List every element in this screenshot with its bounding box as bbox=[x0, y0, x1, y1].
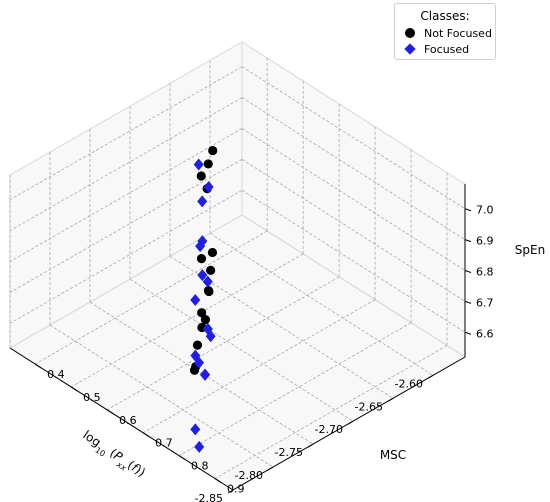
x-tick-mark bbox=[267, 466, 274, 471]
z-tick-label: 6.6 bbox=[476, 327, 494, 340]
grid-y-floor bbox=[214, 345, 448, 479]
y-tick-label: 0.5 bbox=[83, 391, 101, 404]
legend-item-not-focused: Not Focused bbox=[403, 26, 492, 40]
z-tick-mark bbox=[464, 208, 472, 212]
y-tick-label: 0.8 bbox=[191, 460, 209, 473]
focused-point bbox=[190, 293, 201, 306]
x-tick-mark bbox=[427, 374, 434, 379]
y-tick-label: 0.6 bbox=[119, 414, 137, 427]
grid-x-floor bbox=[209, 233, 434, 376]
z-axis-label: SpEn bbox=[515, 243, 545, 257]
not-focused-point bbox=[192, 340, 203, 350]
x-tick-mark bbox=[227, 489, 234, 494]
tick-labels: -2.60 -2.65 -2.70 -2.75 -2.80 -2.85 0.4 0.5 0.6 0… bbox=[47, 204, 493, 502]
x-tick-label: -2.75 bbox=[275, 446, 303, 459]
legend: Classes: Not Focused Focused bbox=[394, 3, 496, 60]
z-tick-label: 6.9 bbox=[476, 235, 494, 248]
grid-z-right bbox=[241, 66, 466, 210]
y-tick-label: 0.9 bbox=[227, 483, 245, 496]
focused-point bbox=[205, 330, 216, 343]
y-tick-mark bbox=[106, 409, 114, 415]
axis-panes bbox=[9, 41, 466, 491]
focused-point bbox=[200, 368, 211, 381]
not-focused-point bbox=[189, 365, 200, 375]
grid-z-right bbox=[241, 189, 466, 333]
x-tick-label: -2.70 bbox=[315, 423, 343, 436]
grid-y-floor bbox=[106, 276, 340, 411]
legend-title: Classes: bbox=[420, 9, 470, 23]
grid-y-floor bbox=[34, 230, 268, 365]
z-tick-mark bbox=[464, 331, 472, 335]
z-tick-label: 6.7 bbox=[476, 296, 494, 309]
focused-point bbox=[202, 275, 213, 288]
focused-point bbox=[195, 240, 206, 253]
x-tick-label: -2.65 bbox=[355, 400, 383, 413]
not-focused-point bbox=[200, 315, 211, 325]
not-focused-point bbox=[196, 254, 207, 264]
y-tick-label: 0.4 bbox=[47, 368, 64, 381]
y-tick-mark bbox=[178, 455, 186, 461]
x-tick-label: -2.60 bbox=[395, 377, 423, 390]
y-tick-mark bbox=[34, 363, 42, 369]
not-focused-point bbox=[207, 247, 218, 258]
axis-labels: log10 (Pxx(f)) MSC SpEn bbox=[79, 243, 545, 483]
not-focused-point bbox=[208, 145, 218, 156]
grid-z-left bbox=[9, 189, 243, 324]
not-focused-point bbox=[204, 286, 214, 297]
grid-z-left bbox=[9, 128, 243, 262]
focused-point bbox=[197, 195, 208, 208]
z-tick-label: 6.8 bbox=[476, 266, 494, 279]
z-tick-label: 7.0 bbox=[476, 204, 494, 217]
focused-point bbox=[190, 423, 201, 436]
axis-edges bbox=[9, 184, 472, 494]
not-focused-point bbox=[203, 159, 213, 169]
grid-x-floor bbox=[49, 324, 274, 468]
focused-point bbox=[203, 181, 214, 194]
grid-z-right bbox=[241, 97, 466, 240]
grid-y-floor bbox=[178, 322, 412, 456]
y-axis-label: MSC bbox=[380, 448, 406, 462]
not-focused-point bbox=[196, 171, 206, 181]
legend-label-focused: Focused bbox=[424, 42, 470, 56]
grid-y-floor bbox=[70, 253, 304, 388]
grid-z-left bbox=[9, 66, 243, 201]
x-tick-mark bbox=[387, 397, 394, 402]
y-tick-label: 0.7 bbox=[155, 437, 173, 450]
y-tick-mark bbox=[214, 478, 222, 483]
legend-label-not-focused: Not Focused bbox=[424, 26, 492, 40]
data-points bbox=[189, 145, 218, 453]
x-tick-label: -2.85 bbox=[195, 492, 223, 502]
grid-z-right bbox=[241, 128, 466, 271]
z-tick-mark bbox=[464, 300, 472, 304]
not-focused-point bbox=[197, 308, 207, 318]
x-tick-label: -2.80 bbox=[235, 469, 263, 482]
z-tick-mark bbox=[464, 239, 472, 243]
y-tick-mark bbox=[142, 432, 150, 438]
grid-x-floor bbox=[169, 255, 394, 399]
x-tick-mark bbox=[347, 420, 354, 425]
focused-point bbox=[194, 440, 205, 453]
x-axis-label: log10 (Pxx(f)) bbox=[79, 428, 148, 483]
focused-point bbox=[197, 269, 208, 282]
focused-point bbox=[193, 158, 204, 171]
y-tick-mark bbox=[70, 386, 78, 392]
not-focused-point bbox=[206, 265, 216, 275]
grid-z-left bbox=[9, 97, 243, 231]
grid-z-left bbox=[9, 159, 243, 293]
x-axis-line bbox=[9, 347, 234, 491]
grid-z-right bbox=[241, 159, 466, 302]
legend-item-focused: Focused bbox=[403, 42, 469, 56]
circle-marker-icon bbox=[403, 26, 417, 40]
gridlines bbox=[9, 58, 466, 491]
grid-y-floor bbox=[142, 299, 376, 434]
grid-x-floor bbox=[129, 278, 354, 422]
diamond-marker-icon bbox=[403, 42, 417, 56]
focused-point bbox=[194, 356, 205, 369]
z-tick-mark bbox=[464, 270, 472, 273]
x-tick-mark bbox=[307, 443, 314, 448]
